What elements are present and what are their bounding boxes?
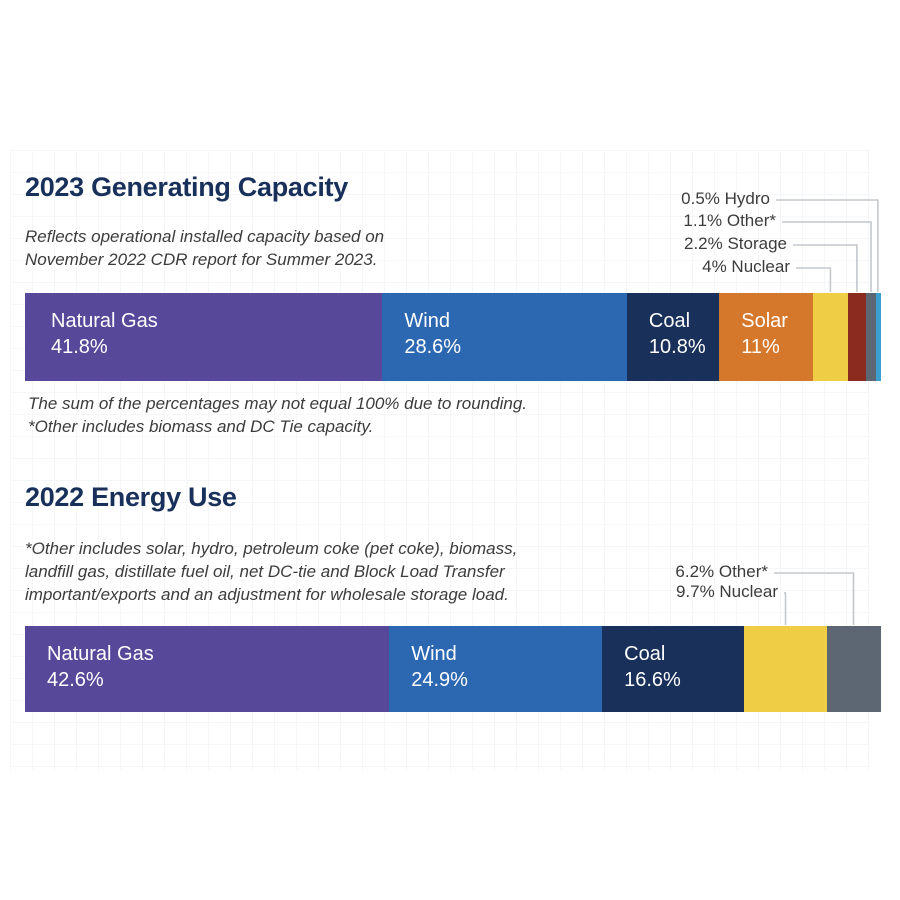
chart1-label-solar: Solar 11% — [741, 308, 788, 360]
chart2-label-value-natural-gas: 42.6% — [47, 668, 104, 691]
chart2-segment-other — [826, 626, 881, 712]
chart2-subtitle: *Other includes solar, hydro, petroleum … — [25, 537, 517, 606]
chart1-label-name-natural-gas: Natural Gas — [51, 309, 158, 332]
chart1-segment-other — [866, 293, 877, 381]
chart1-stacked-bar: Natural Gas 41.8% Wind 28.6% Coal 10.8% Solar 1… — [25, 293, 881, 381]
chart1-callout-nuclear: 4% Nuclear — [702, 257, 790, 276]
chart2-subtitle-line-3: important/exports and an adjustment for … — [25, 585, 509, 604]
chart2-label-value-coal: 16.6% — [624, 668, 681, 691]
chart1-segment-solar: Solar 11% — [719, 293, 814, 381]
chart1-label-value-wind: 28.6% — [404, 335, 462, 358]
chart1-label-wind: Wind 28.6% — [404, 308, 461, 360]
chart2-subtitle-line-1: *Other includes solar, hydro, petroleum … — [25, 539, 518, 558]
chart1-label-value-solar: 11% — [741, 335, 780, 358]
chart1-callout-hydro: 0.5% Hydro — [681, 189, 770, 208]
chart1-note-1: The sum of the percentages may not equal… — [28, 394, 527, 413]
chart1-note-2: *Other includes biomass and DC Tie capac… — [28, 417, 374, 436]
chart1-label-coal: Coal 10.8% — [649, 308, 706, 360]
chart1-segment-wind: Wind 28.6% — [382, 293, 628, 381]
chart1-subtitle: Reflects operational installed capacity … — [25, 225, 384, 271]
chart1-segment-natural-gas: Natural Gas 41.8% — [25, 293, 383, 381]
chart2-label-wind: Wind 24.9% — [411, 641, 468, 693]
chart1-label-name-coal: Coal — [648, 309, 691, 332]
chart2-label-name-wind: Wind — [411, 642, 457, 665]
chart2-stacked-bar: Natural Gas 42.6% Wind 24.9% Coal 16.6% — [25, 626, 881, 712]
chart2-segment-wind: Wind 24.9% — [389, 626, 603, 712]
chart1-label-value-coal: 10.8% — [648, 335, 706, 358]
chart2-label-name-coal: Coal — [624, 642, 666, 665]
chart1-label-name-solar: Solar — [741, 309, 788, 332]
chart1-subtitle-line-2: November 2022 CDR report for Summer 2023… — [25, 250, 378, 269]
chart2-callout-nuclear: 9.7% Nuclear — [675, 582, 778, 601]
chart1-segment-coal: Coal 10.8% — [626, 293, 720, 381]
chart1-callout-other: 1.1% Other* — [683, 211, 776, 230]
chart2-callout-other: 6.2% Other* — [675, 562, 768, 581]
chart1-segment-hydro — [875, 293, 881, 381]
chart2-segment-nuclear — [744, 626, 828, 712]
chart1-segment-storage — [847, 293, 867, 381]
chart1-label-name-wind: Wind — [404, 309, 450, 332]
chart2-segment-natural-gas: Natural Gas 42.6% — [25, 626, 390, 712]
chart2-label-value-wind: 24.9% — [411, 668, 468, 691]
chart1-label-natural-gas: Natural Gas 41.8% — [51, 308, 158, 360]
chart1-notes: The sum of the percentages may not equal… — [28, 392, 527, 438]
chart2-title: 2022 Energy Use — [25, 482, 237, 512]
chart1-callout-storage: 2.2% Storage — [683, 234, 787, 253]
chart1-subtitle-line-1: Reflects operational installed capacity … — [25, 227, 385, 246]
chart2-subtitle-line-2: landfill gas, distillate fuel oil, net D… — [25, 562, 505, 581]
chart1-segment-nuclear — [813, 293, 849, 381]
chart2-label-natural-gas: Natural Gas 42.6% — [47, 641, 154, 693]
chart2-segment-coal: Coal 16.6% — [602, 626, 745, 712]
chart2-label-name-natural-gas: Natural Gas — [47, 642, 154, 665]
chart1-title: 2023 Generating Capacity — [25, 172, 348, 202]
chart2-label-coal: Coal 16.6% — [624, 641, 681, 693]
chart1-label-value-natural-gas: 41.8% — [51, 335, 108, 358]
